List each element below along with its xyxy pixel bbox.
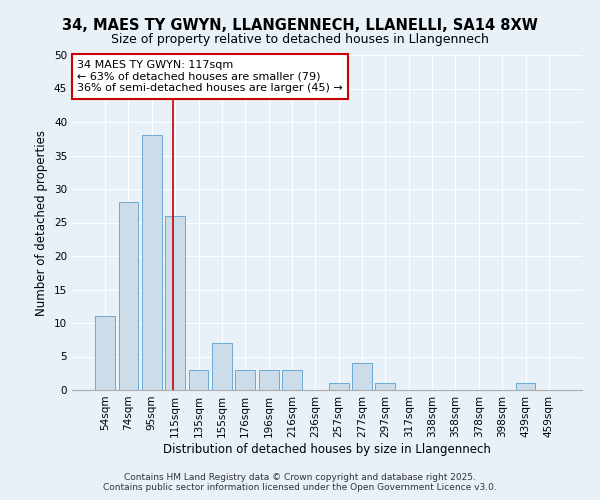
Bar [282, 370, 302, 390]
Bar [95, 316, 115, 390]
Bar [515, 384, 535, 390]
Bar [352, 363, 372, 390]
Text: 34 MAES TY GWYN: 117sqm
← 63% of detached houses are smaller (79)
36% of semi-de: 34 MAES TY GWYN: 117sqm ← 63% of detache… [77, 60, 343, 93]
Bar [188, 370, 208, 390]
Bar [235, 370, 255, 390]
Text: Contains HM Land Registry data © Crown copyright and database right 2025.
Contai: Contains HM Land Registry data © Crown c… [103, 473, 497, 492]
Text: 34, MAES TY GWYN, LLANGENNECH, LLANELLI, SA14 8XW: 34, MAES TY GWYN, LLANGENNECH, LLANELLI,… [62, 18, 538, 32]
X-axis label: Distribution of detached houses by size in Llangennech: Distribution of detached houses by size … [163, 442, 491, 456]
Y-axis label: Number of detached properties: Number of detached properties [35, 130, 49, 316]
Text: Size of property relative to detached houses in Llangennech: Size of property relative to detached ho… [111, 32, 489, 46]
Bar [119, 202, 139, 390]
Bar [142, 136, 162, 390]
Bar [259, 370, 278, 390]
Bar [165, 216, 185, 390]
Bar [376, 384, 395, 390]
Bar [329, 384, 349, 390]
Bar [212, 343, 232, 390]
